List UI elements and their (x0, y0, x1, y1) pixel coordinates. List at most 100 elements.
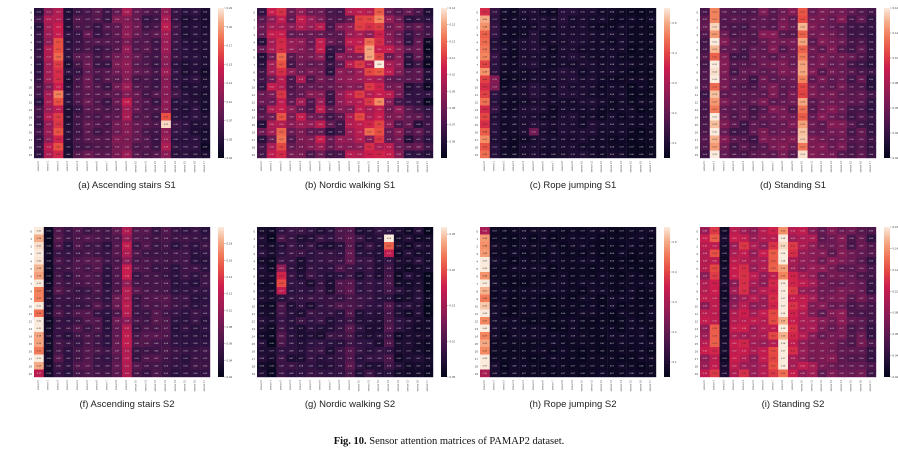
cell-value-label: 0.03 (47, 343, 52, 345)
cell-value-label: 0.08 (590, 231, 595, 233)
cell-value-label: 0.12 (801, 79, 806, 81)
cell-value-label: 0.08 (270, 117, 275, 119)
heatmap-cell (200, 38, 211, 46)
heatmap-cell (480, 53, 490, 61)
heatmap-cell (257, 227, 267, 235)
heatmap-cell (489, 90, 500, 99)
heatmap-cell (43, 68, 54, 76)
heatmap-cell (538, 75, 549, 84)
cell-value-label: 0.37 (483, 12, 488, 14)
col-tick-label: sensor 2 (55, 379, 59, 390)
heatmap-cell (63, 309, 74, 318)
cell-value-label: 0.07 (791, 124, 796, 126)
cell-value-label: 0.05 (193, 313, 198, 315)
heatmap-cell (122, 242, 132, 250)
col-tick-label: sensor 15 (183, 379, 187, 391)
cell-value-label: 0.06 (144, 268, 149, 270)
cell-value-label: 0.07 (406, 358, 411, 360)
cell-value-label: 0.04 (703, 64, 708, 66)
cell-value-label: 0.07 (115, 268, 120, 270)
cell-value-label: 0.07 (86, 19, 91, 21)
heatmap-cell (709, 30, 720, 39)
colorbar-tick-label: 0.4 (673, 51, 678, 55)
cell-value-label: 0.06 (502, 231, 507, 233)
cell-value-label: 0.07 (76, 64, 81, 66)
cell-value-label: 0.06 (66, 49, 71, 51)
cell-value-label: 0.07 (610, 246, 615, 248)
cell-value-label: 0.07 (600, 261, 605, 263)
cell-value-label: 0.06 (761, 154, 766, 156)
heatmap-cell (315, 317, 326, 325)
cell-value-label: 0.05 (183, 351, 188, 353)
cell-value-label: 0.07 (377, 261, 382, 263)
cell-value-label: 0.05 (742, 42, 747, 44)
heatmap-cell (92, 332, 103, 340)
heatmap-cell (190, 317, 201, 325)
heatmap-cell (616, 143, 627, 151)
heatmap-cell (131, 332, 142, 340)
cell-value-label: 0.07 (600, 94, 605, 96)
cell-value-label: 0.06 (154, 42, 159, 44)
cell-value-label: 0.10 (541, 49, 546, 51)
cell-value-label: 0.08 (299, 373, 304, 375)
heatmap-cell (739, 120, 750, 129)
heatmap-cell (797, 38, 808, 46)
col-tick-label: sensor 0 (36, 379, 40, 390)
heatmap-cell (170, 272, 181, 280)
cell-value-label: 0.08 (86, 124, 91, 126)
heatmap-cell (866, 15, 877, 24)
cell-value-label: 0.05 (203, 87, 208, 89)
heatmap-cell (807, 15, 818, 24)
heatmap-cell (63, 113, 74, 121)
heatmap-cell (607, 60, 618, 69)
heatmap-cell (257, 23, 267, 31)
heatmap-cell (636, 143, 647, 151)
heatmap-cell (131, 309, 142, 318)
cell-value-label: 0.08 (348, 109, 353, 111)
heatmap-cell (616, 150, 627, 159)
cell-value-label: 0.08 (328, 42, 333, 44)
cell-value-label: 0.06 (164, 261, 169, 263)
cell-value-label: 0.09 (541, 154, 546, 156)
heatmap-cell (151, 362, 162, 370)
heatmap-cell (305, 30, 316, 39)
heatmap-cell (335, 90, 346, 99)
heatmap-cell (190, 105, 201, 114)
cell-value-label: 0.07 (76, 27, 81, 29)
cell-value-label: 0.06 (328, 132, 333, 134)
cell-value-label: 0.05 (183, 366, 188, 368)
heatmap-cell (403, 257, 414, 265)
row-tick-label: 14 (475, 115, 479, 119)
heatmap-cell (807, 105, 818, 114)
heatmap-cell (257, 143, 267, 151)
heatmap-cell (354, 309, 365, 318)
heatmap-cell (768, 120, 779, 129)
heatmap-panel-ascending-stairs-s2: 0 0.20 0.03 0.06 0.05 0.06 0.05 0.06 0.06 0.07 0.1… (22, 225, 232, 425)
heatmap-cell (82, 279, 93, 288)
cell-value-label: 0.06 (105, 87, 110, 89)
heatmap-cell (558, 53, 569, 61)
heatmap-cell (577, 53, 588, 61)
heatmap-cell (836, 90, 847, 99)
heatmap-cell (836, 135, 847, 144)
cell-value-label: 0.08 (309, 328, 314, 330)
heatmap-cell (102, 30, 113, 39)
row-tick-label: 13 (29, 108, 33, 112)
heatmap-cell (413, 264, 424, 273)
heatmap-cell (276, 120, 287, 129)
cell-value-label: 0.05 (174, 268, 179, 270)
cell-value-label: 0.07 (416, 139, 421, 141)
heatmap-cell (748, 23, 759, 31)
heatmap-cell (739, 38, 750, 46)
heatmap-cell (296, 347, 307, 355)
cell-value-label: 0.40 (483, 94, 488, 96)
heatmap-cell (296, 317, 307, 325)
heatmap-cell (384, 53, 395, 61)
cell-value-label: 0.06 (840, 64, 845, 66)
heatmap-cell (92, 120, 103, 129)
cell-value-label: 0.04 (203, 94, 208, 96)
cell-value-label: 0.05 (752, 34, 757, 36)
cell-value-label: 0.08 (367, 343, 372, 345)
heatmap-cell (190, 272, 201, 280)
heatmap-cell (807, 98, 818, 106)
